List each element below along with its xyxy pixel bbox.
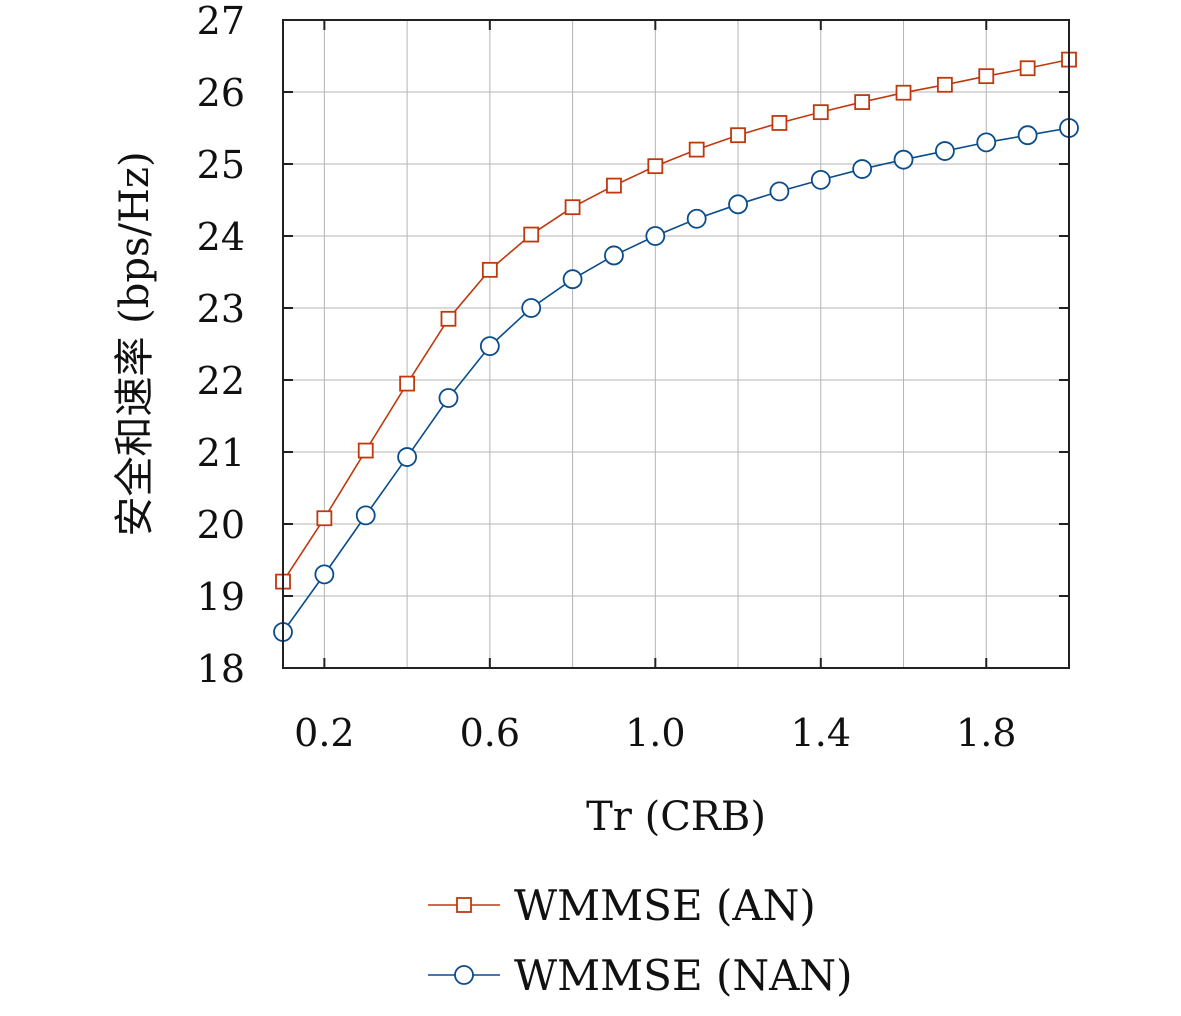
legend-label: WMMSE (AN) — [514, 881, 816, 930]
data-point — [438, 388, 459, 408]
y-tick-label: 26 — [197, 71, 245, 115]
y-tick-label: 20 — [197, 503, 245, 547]
data-point — [399, 375, 416, 392]
x-tick-labels: 0.2 0.6 1.0 1.4 1.8 — [294, 711, 1016, 755]
data-point — [895, 84, 912, 101]
data-point — [562, 269, 583, 290]
legend-entry: WMMSE (AN) — [428, 881, 816, 930]
data-point — [978, 68, 995, 85]
data-point — [934, 141, 955, 161]
axis-ticks — [283, 19, 1069, 669]
data-point — [893, 149, 914, 170]
x-tick-label: 1.8 — [956, 711, 1016, 755]
data-point — [686, 208, 707, 229]
data-point — [479, 336, 500, 357]
data-point — [355, 505, 376, 526]
data-point — [314, 564, 335, 585]
y-tick-label: 21 — [197, 431, 245, 475]
x-tick-label: 0.2 — [294, 711, 354, 755]
data-point — [936, 76, 953, 93]
data-point — [728, 194, 748, 215]
data-point — [812, 104, 829, 121]
data-point — [976, 132, 997, 153]
data-point — [606, 177, 622, 194]
legend-entry: WMMSE (NAN) — [428, 951, 853, 1000]
x-tick-label: 1.4 — [791, 711, 851, 755]
y-tick-labels: 18 19 20 21 22 23 24 25 26 27 — [197, 0, 245, 691]
data-point — [647, 158, 664, 175]
data-point — [564, 199, 581, 216]
data-point — [316, 510, 333, 527]
plot-frame — [282, 19, 1070, 669]
series-line — [282, 58, 1070, 583]
legend-circle-marker — [454, 965, 474, 985]
data-point — [1017, 125, 1038, 146]
data-point — [357, 442, 374, 459]
y-tick-label: 24 — [197, 215, 245, 259]
data-point — [397, 447, 418, 467]
x-axis-title: Tr (CRB) — [586, 794, 766, 840]
data-point — [1019, 60, 1036, 77]
y-axis-title: 安全和速率 (bps/Hz) — [112, 151, 158, 536]
grid-lines — [283, 20, 1069, 668]
y-tick-label: 18 — [197, 647, 245, 691]
y-tick-label: 19 — [197, 575, 245, 619]
y-tick-label: 23 — [197, 287, 245, 331]
data-point — [730, 127, 746, 144]
legend-square-marker — [456, 897, 472, 913]
data-point — [771, 115, 788, 131]
data-point — [440, 310, 457, 327]
data-point — [481, 261, 498, 278]
data-point — [604, 245, 624, 266]
x-tick-label: 1.0 — [625, 711, 685, 755]
data-point — [810, 169, 831, 190]
series-wmmse-an — [275, 51, 1077, 590]
legend-label: WMMSE (NAN) — [514, 951, 853, 1000]
data-point — [521, 298, 542, 318]
y-tick-label: 22 — [197, 359, 245, 403]
data-point — [688, 141, 705, 158]
data-point — [769, 181, 790, 202]
data-point — [852, 159, 873, 179]
y-tick-label: 27 — [197, 0, 245, 43]
series-layer — [273, 51, 1079, 642]
x-tick-label: 0.6 — [460, 711, 520, 755]
data-point — [854, 94, 871, 110]
data-point — [523, 226, 540, 243]
y-tick-label: 25 — [197, 143, 245, 187]
legend: WMMSE (AN) WMMSE (NAN) — [428, 881, 853, 1000]
data-point — [645, 226, 666, 246]
